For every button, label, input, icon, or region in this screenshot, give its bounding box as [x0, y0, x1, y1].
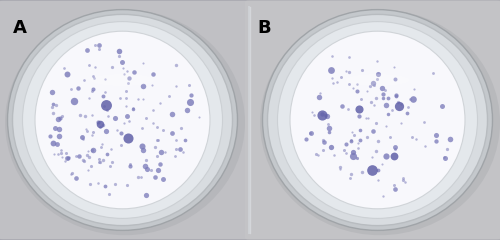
- Ellipse shape: [278, 22, 477, 218]
- Ellipse shape: [262, 10, 492, 230]
- Ellipse shape: [5, 10, 245, 235]
- Ellipse shape: [12, 14, 232, 226]
- Ellipse shape: [260, 10, 500, 235]
- Ellipse shape: [290, 31, 465, 209]
- Ellipse shape: [8, 10, 237, 230]
- Ellipse shape: [91, 74, 154, 86]
- Ellipse shape: [268, 14, 488, 226]
- Ellipse shape: [346, 74, 409, 86]
- Ellipse shape: [22, 22, 222, 218]
- Text: A: A: [12, 19, 26, 37]
- Ellipse shape: [35, 31, 210, 209]
- FancyBboxPatch shape: [245, 0, 500, 240]
- Text: B: B: [258, 19, 271, 37]
